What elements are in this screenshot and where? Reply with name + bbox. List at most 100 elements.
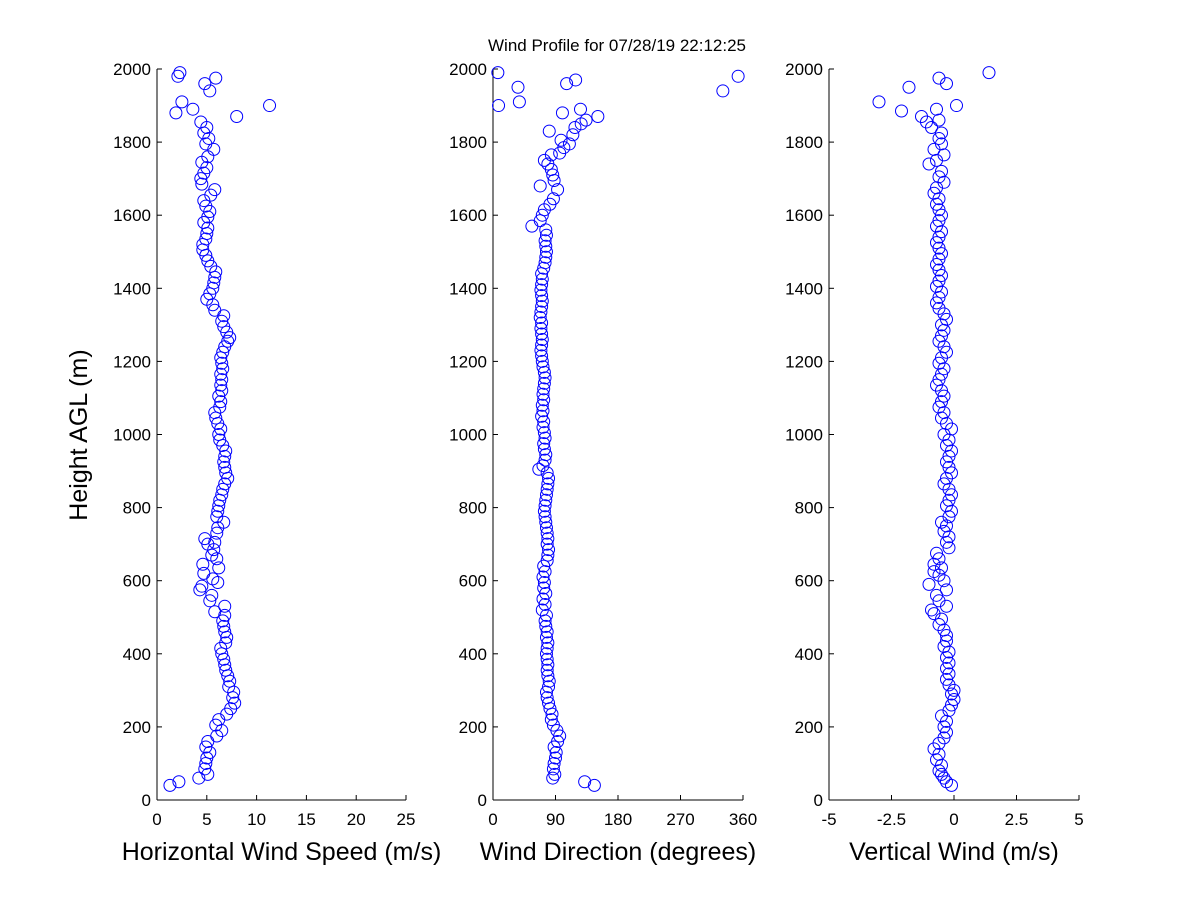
- speed-y-tick-label: 800: [123, 499, 151, 518]
- direction-data-point: [538, 234, 552, 248]
- direction-y-tick-label: 1800: [449, 133, 487, 152]
- vertical-data-point: [930, 378, 943, 392]
- speed-data-point: [173, 66, 187, 80]
- direction-data-point: [540, 537, 554, 551]
- direction-data-point: [538, 256, 552, 270]
- direction-data-point: [540, 482, 554, 496]
- vertical-y-tick-label: 400: [795, 645, 823, 664]
- direction-data-point: [562, 137, 576, 151]
- vertical-x-tick-label: 0: [949, 810, 958, 829]
- vertical-data-point: [942, 460, 956, 474]
- speed-y-tick-label: 600: [123, 572, 151, 591]
- speed-data-point: [175, 95, 189, 109]
- vertical-data-point: [942, 667, 956, 681]
- speed-data-point: [206, 281, 220, 295]
- vertical-data-point: [935, 395, 948, 409]
- vertical-data-point: [930, 236, 943, 250]
- direction-data-point: [549, 751, 562, 765]
- vertical-data-point: [935, 269, 948, 283]
- direction-data-point: [538, 371, 552, 385]
- speed-data-point: [169, 106, 183, 120]
- vertical-data-point: [940, 629, 953, 643]
- direction-y-tick-label: 2000: [449, 60, 487, 79]
- speed-data-point: [221, 334, 235, 348]
- direction-data-point: [537, 442, 551, 456]
- vertical-data-point: [932, 373, 946, 387]
- direction-data-point: [538, 453, 552, 467]
- vertical-data-point: [932, 241, 946, 255]
- vertical-data-point: [932, 214, 946, 228]
- vertical-data-point: [937, 389, 951, 403]
- vertical-data-point: [937, 524, 951, 538]
- speed-data-point: [192, 771, 206, 785]
- direction-data-point: [540, 526, 554, 540]
- vertical-y-tick-label: 800: [795, 499, 823, 518]
- direction-x-axis-label: Wind Direction (degrees): [480, 838, 757, 866]
- speed-x-tick-label: 5: [202, 810, 211, 829]
- speed-data-point: [216, 482, 230, 496]
- vertical-y-tick-label: 1400: [785, 279, 823, 298]
- speed-data-point: [210, 510, 224, 524]
- direction-data-point: [536, 360, 550, 374]
- direction-y-tick-label: 400: [459, 645, 487, 664]
- vertical-data-point: [927, 186, 941, 200]
- vertical-data-point: [902, 80, 916, 94]
- direction-data-point: [554, 133, 568, 147]
- vertical-data-point: [935, 247, 948, 261]
- speed-data-point: [218, 599, 232, 613]
- direction-data-point: [548, 767, 562, 781]
- direction-data-point: [566, 128, 580, 142]
- direction-data-point: [542, 680, 556, 694]
- direction-data-point: [538, 565, 552, 579]
- speed-data-point: [195, 177, 209, 191]
- speed-data-point: [219, 466, 233, 480]
- speed-data-point: [215, 356, 229, 370]
- vertical-data-point: [872, 95, 886, 109]
- vertical-x-axis-label: Vertical Wind (m/s): [849, 838, 1059, 866]
- speed-data-point: [172, 775, 186, 789]
- direction-data-point: [579, 113, 593, 127]
- speed-y-tick-label: 200: [123, 718, 151, 737]
- speed-data-point: [205, 588, 219, 602]
- speed-data-point: [208, 303, 222, 317]
- speed-x-tick-label: 25: [397, 810, 416, 829]
- direction-data-point: [540, 663, 554, 677]
- speed-data-point: [210, 552, 224, 566]
- speed-data-point: [215, 373, 229, 387]
- direction-x-tick-label: 270: [666, 810, 694, 829]
- vertical-data-point: [940, 499, 953, 513]
- direction-data-point: [535, 349, 549, 363]
- speed-data-point: [196, 557, 210, 571]
- vertical-data-point: [935, 137, 948, 151]
- speed-y-tick-label: 1400: [113, 279, 151, 298]
- direction-y-tick-label: 1600: [449, 206, 487, 225]
- direction-data-point: [539, 521, 553, 535]
- vertical-y-tick-label: 1800: [785, 133, 823, 152]
- speed-data-point: [171, 69, 185, 83]
- direction-data-point: [546, 762, 560, 776]
- speed-data-point: [215, 314, 229, 328]
- speed-data-point: [163, 778, 177, 792]
- direction-data-point: [512, 95, 526, 109]
- direction-data-point: [539, 586, 553, 600]
- direction-data-point: [535, 272, 549, 286]
- direction-data-point: [532, 462, 546, 476]
- vertical-y-tick-label: 1200: [785, 352, 823, 371]
- direction-data-point: [560, 77, 574, 91]
- direction-data-point: [540, 466, 554, 480]
- direction-y-tick-label: 0: [478, 791, 487, 810]
- direction-data-point: [574, 102, 587, 116]
- direction-data-point: [542, 696, 556, 710]
- vertical-data-point: [940, 312, 953, 326]
- direction-data-point: [541, 636, 555, 650]
- speed-data-point: [207, 142, 221, 156]
- vertical-data-point: [895, 104, 908, 118]
- direction-y-tick-label: 800: [459, 499, 487, 518]
- direction-data-point: [716, 84, 730, 98]
- direction-data-point: [537, 415, 551, 429]
- speed-data-point: [212, 561, 226, 575]
- direction-data-point: [534, 343, 548, 357]
- vertical-data-point: [950, 99, 963, 113]
- vertical-y-tick-label: 0: [814, 791, 823, 810]
- speed-data-point: [208, 535, 222, 549]
